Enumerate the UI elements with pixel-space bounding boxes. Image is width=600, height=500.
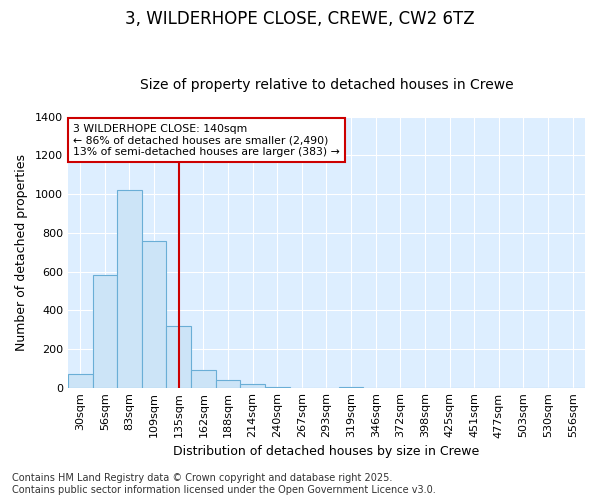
Bar [339, 386, 364, 388]
Title: Size of property relative to detached houses in Crewe: Size of property relative to detached ho… [140, 78, 513, 92]
Bar [68, 374, 92, 388]
Y-axis label: Number of detached properties: Number of detached properties [15, 154, 28, 350]
Bar [142, 240, 166, 388]
Bar [92, 276, 117, 388]
Text: 3 WILDERHOPE CLOSE: 140sqm
← 86% of detached houses are smaller (2,490)
13% of s: 3 WILDERHOPE CLOSE: 140sqm ← 86% of deta… [73, 124, 340, 156]
Bar [265, 386, 290, 388]
Text: 3, WILDERHOPE CLOSE, CREWE, CW2 6TZ: 3, WILDERHOPE CLOSE, CREWE, CW2 6TZ [125, 10, 475, 28]
Bar [117, 190, 142, 388]
X-axis label: Distribution of detached houses by size in Crewe: Distribution of detached houses by size … [173, 444, 479, 458]
Bar [240, 384, 265, 388]
Bar [166, 326, 191, 388]
Text: Contains HM Land Registry data © Crown copyright and database right 2025.
Contai: Contains HM Land Registry data © Crown c… [12, 474, 436, 495]
Bar [215, 380, 240, 388]
Bar [191, 370, 215, 388]
